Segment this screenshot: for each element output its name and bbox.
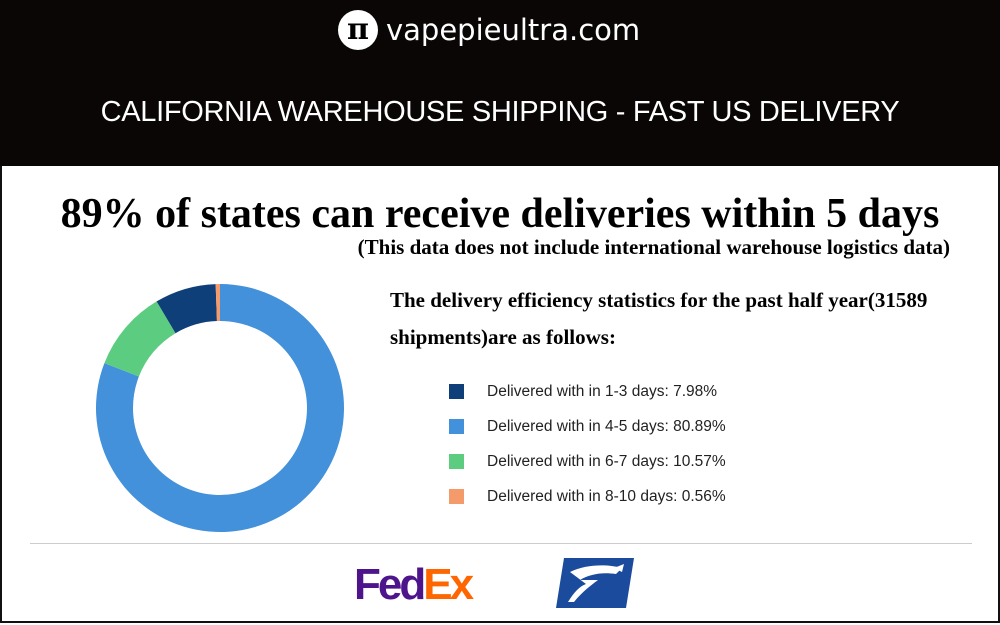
legend-swatch — [449, 489, 464, 504]
donut-slice — [156, 284, 217, 334]
fedex-ex: Ex — [423, 560, 474, 609]
header: π vapepieultra.com CALIFORNIA WAREHOUSE … — [0, 0, 1000, 166]
donut-slice — [95, 284, 344, 532]
content-frame — [0, 166, 1000, 623]
legend-item: Delivered with in 6-7 days: 10.57% — [449, 444, 726, 479]
banner-title: CALIFORNIA WAREHOUSE SHIPPING - FAST US … — [100, 96, 900, 128]
fedex-logo: FedEx — [354, 560, 474, 610]
donut-slice — [104, 301, 176, 377]
legend-label: Delivered with in 1-3 days: 7.98% — [487, 382, 718, 400]
legend: Delivered with in 1-3 days: 7.98% Delive… — [449, 374, 726, 514]
donut-chart — [95, 284, 344, 532]
stats-text: The delivery efficiency statistics for t… — [390, 288, 928, 349]
legend-item: Delivered with in 8-10 days: 0.56% — [449, 479, 726, 514]
site-logo[interactable]: π vapepieultra.com — [338, 10, 640, 50]
headline: 89% of states can receive deliveries wit… — [60, 191, 940, 237]
fedex-fed: Fed — [354, 560, 426, 609]
legend-label: Delivered with in 8-10 days: 0.56% — [487, 487, 726, 505]
subheadline: (This data does not include internationa… — [357, 235, 950, 259]
legend-label: Delivered with in 4-5 days: 80.89% — [487, 417, 726, 435]
divider — [30, 543, 972, 544]
legend-swatch — [449, 384, 464, 399]
usps-eagle-logo — [556, 558, 634, 608]
legend-item: Delivered with in 4-5 days: 80.89% — [449, 409, 726, 444]
legend-swatch — [449, 419, 464, 434]
site-name: vapepieultra.com — [386, 13, 641, 47]
legend-swatch — [449, 454, 464, 469]
legend-label: Delivered with in 6-7 days: 10.57% — [487, 452, 726, 470]
donut-slice — [215, 284, 220, 322]
legend-item: Delivered with in 1-3 days: 7.98% — [449, 374, 726, 409]
pi-logo-icon: π — [338, 10, 378, 50]
